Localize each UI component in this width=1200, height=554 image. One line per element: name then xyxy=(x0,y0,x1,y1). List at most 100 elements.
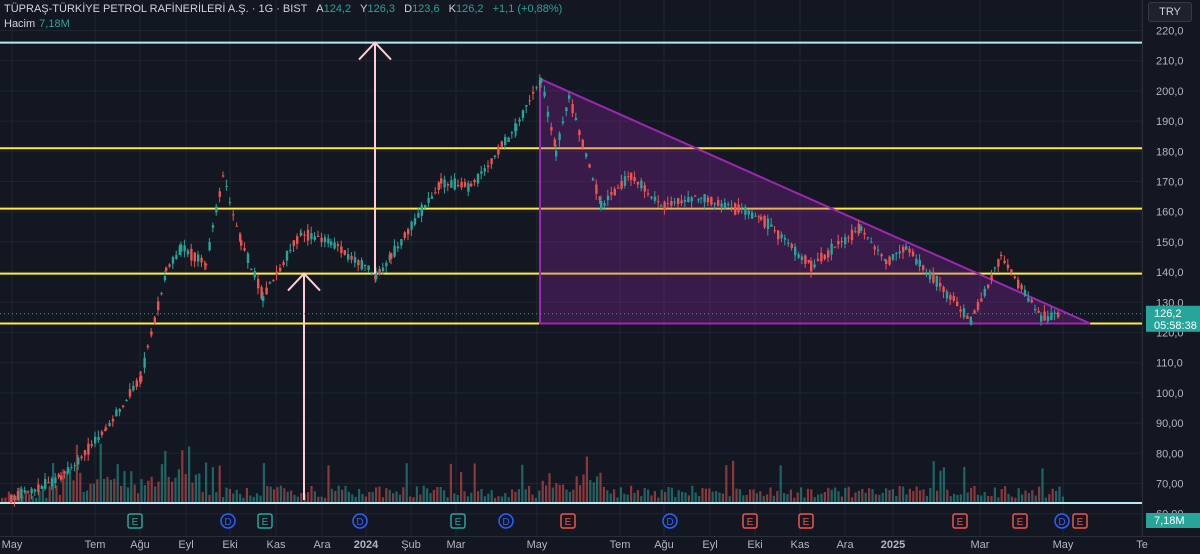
price-tick-label: 170,0 xyxy=(1156,177,1184,189)
volume-bar xyxy=(1051,488,1054,503)
candle-body xyxy=(640,180,643,189)
volume-bar xyxy=(409,496,412,503)
volume-bar xyxy=(1010,496,1013,503)
volume-bar xyxy=(664,492,667,503)
candle-body xyxy=(949,295,952,300)
open-value: 124,2 xyxy=(323,3,352,15)
candle-body xyxy=(807,260,810,263)
volume-bar xyxy=(460,472,463,503)
candle-body xyxy=(891,254,895,260)
volume-bar xyxy=(466,496,469,503)
candle-body xyxy=(830,243,833,255)
candle-body xyxy=(510,132,514,134)
candle-body xyxy=(90,444,93,446)
volume-bar xyxy=(147,480,150,503)
volume-bar xyxy=(500,496,503,503)
volume-bar xyxy=(919,490,922,503)
volume-bar xyxy=(483,496,486,503)
volume-bar xyxy=(823,492,826,503)
volume-bar xyxy=(905,494,908,503)
candle-body xyxy=(697,199,700,201)
volume-bar xyxy=(902,486,905,503)
volume-bar xyxy=(58,494,61,503)
candle-body xyxy=(228,201,232,203)
candle-body xyxy=(1013,276,1016,279)
candle-body xyxy=(555,150,558,157)
volume-bar xyxy=(504,493,507,503)
last-price-tag-bg xyxy=(1146,305,1200,332)
candle-body xyxy=(157,301,160,311)
volume-bar xyxy=(715,491,718,503)
candle-body xyxy=(279,267,282,272)
candle-body xyxy=(650,196,653,199)
volume-label[interactable]: Hacim xyxy=(4,18,36,30)
candle-body xyxy=(197,254,200,262)
volume-bar xyxy=(415,486,418,503)
volume-bar xyxy=(908,488,911,503)
volume-bar xyxy=(293,494,296,503)
volume-bar xyxy=(347,491,350,503)
candle-body xyxy=(987,284,990,288)
candle-body xyxy=(208,241,211,251)
candle-body xyxy=(367,265,370,271)
event-marker-label: D xyxy=(224,517,231,528)
candle-body xyxy=(10,495,13,503)
candle-body xyxy=(350,255,353,260)
candle-body xyxy=(687,197,690,203)
volume-bar xyxy=(188,446,191,503)
volume-bar xyxy=(534,497,537,503)
volume-bar xyxy=(606,490,609,503)
candle-body xyxy=(340,246,343,253)
symbol-name[interactable]: TÜPRAŞ-TÜRKİYE PETROL RAFİNERİLERİ A.Ş. … xyxy=(4,3,308,15)
up-arrow-short-head xyxy=(287,272,321,292)
currency-button[interactable]: TRY xyxy=(1148,2,1192,22)
candle-body xyxy=(939,282,942,287)
dividend-marker xyxy=(498,513,514,529)
candle-body xyxy=(396,246,400,249)
candle-body xyxy=(827,250,830,258)
volume-bar xyxy=(157,481,160,503)
candle-body xyxy=(57,474,60,478)
volume-bar xyxy=(956,494,959,503)
volume-bar xyxy=(881,492,884,503)
volume-bar xyxy=(426,488,429,503)
candle-body xyxy=(525,105,528,107)
volume-bar xyxy=(218,465,221,503)
volume-bar xyxy=(830,489,833,503)
candle-body xyxy=(727,204,730,206)
volume-bar xyxy=(473,463,476,503)
volume-bar xyxy=(528,485,531,503)
volume-bar xyxy=(351,494,354,503)
candle-body xyxy=(574,117,578,120)
candle-body xyxy=(303,234,306,236)
candle-body xyxy=(80,456,83,459)
volume-bar xyxy=(225,487,228,503)
volume-bar xyxy=(89,483,92,503)
candle-body xyxy=(118,409,121,412)
candle-body xyxy=(111,418,115,422)
candle-body xyxy=(700,197,703,199)
time-tick-label: Tem xyxy=(610,539,631,551)
price-axis: 220,0 210,0 200,0 190,0 180,0 170,0 160,0 150,0… xyxy=(1142,0,1184,536)
candle-body xyxy=(70,467,73,469)
volume-bar xyxy=(929,488,932,503)
volume-bar xyxy=(456,494,459,503)
volume-bar xyxy=(674,497,677,503)
volume-bar xyxy=(235,489,238,503)
candle-body xyxy=(50,478,54,487)
candle-body xyxy=(895,253,898,255)
candle-body xyxy=(677,198,680,205)
candle-body xyxy=(215,206,218,213)
candle-body xyxy=(100,431,104,435)
candle-body xyxy=(962,308,966,318)
volume-bar xyxy=(752,489,755,503)
volume-bar xyxy=(324,497,327,503)
candle-body xyxy=(680,200,683,204)
volume-bar xyxy=(1038,486,1041,503)
time-tick-label: Eki xyxy=(747,539,762,551)
volume-bar xyxy=(1014,497,1017,503)
candle-body xyxy=(740,208,744,210)
event-marker-label: E xyxy=(132,517,139,528)
